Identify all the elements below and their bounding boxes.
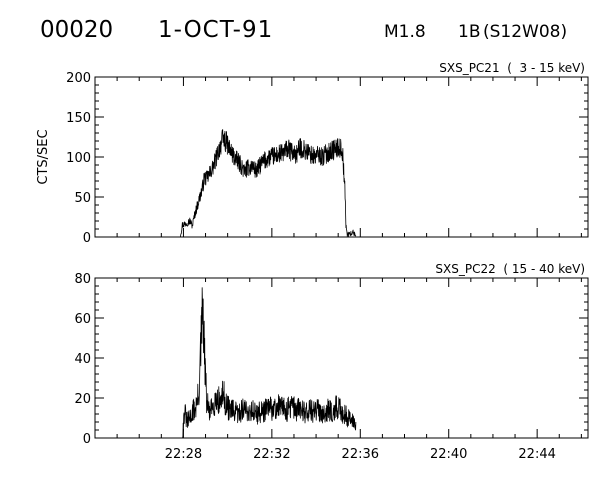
y-tick-label: 0 [83, 432, 91, 447]
count-rate-line-1 [179, 129, 357, 238]
y-tick-label: 200 [66, 71, 91, 86]
x-tick-label: 22:44 [518, 447, 555, 462]
channel-label-1: SXS_PC21 ( 3 - 15 keV) [439, 61, 585, 75]
event-id: 00020 [40, 17, 114, 43]
x-tick-label: 22:40 [430, 447, 467, 462]
count-rate-line-2 [182, 287, 357, 438]
goes-class: M1.8 [384, 22, 426, 42]
y-tick-label: 100 [66, 151, 91, 166]
y-axis-label: CTS/SEC [36, 129, 51, 184]
y-tick-label: 20 [74, 392, 91, 407]
optical-class: 1B [458, 22, 481, 42]
x-tick-label: 22:36 [342, 447, 379, 462]
y-tick-label: 150 [66, 111, 91, 126]
event-date: 1-OCT-91 [158, 17, 274, 43]
channel-label-2: SXS_PC22 ( 15 - 40 keV) [435, 262, 585, 276]
y-tick-label: 50 [74, 191, 91, 206]
x-tick-label: 22:32 [253, 447, 290, 462]
flare-location: (S12W08) [483, 22, 568, 42]
plot-frame-1 [94, 76, 589, 238]
x-tick-label: 22:28 [165, 447, 202, 462]
y-tick-label: 60 [74, 312, 91, 327]
y-tick-label: 80 [74, 272, 91, 287]
y-tick-label: 0 [83, 231, 91, 246]
y-tick-label: 40 [74, 352, 91, 367]
